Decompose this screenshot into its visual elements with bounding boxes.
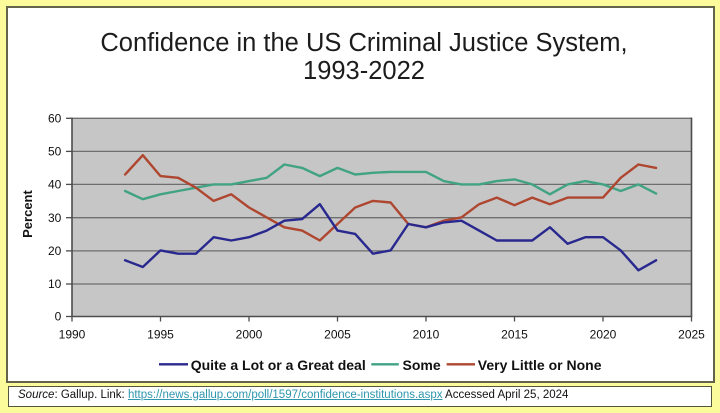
svg-text:20: 20	[48, 244, 62, 258]
svg-text:2005: 2005	[324, 327, 351, 341]
svg-text:2020: 2020	[590, 327, 617, 341]
svg-text:30: 30	[48, 211, 62, 225]
svg-text:Percent: Percent	[20, 189, 35, 237]
svg-text:2015: 2015	[501, 327, 528, 341]
svg-text:1995: 1995	[147, 327, 174, 341]
svg-text:Very Little or None: Very Little or None	[478, 357, 602, 373]
svg-text:Quite a Lot or a Great deal: Quite a Lot or a Great deal	[191, 357, 366, 373]
svg-text:50: 50	[48, 145, 62, 159]
svg-text:1990: 1990	[59, 327, 86, 341]
svg-text:0: 0	[55, 310, 62, 324]
svg-text:10: 10	[48, 277, 62, 291]
svg-text:60: 60	[48, 112, 62, 126]
svg-text:Some: Some	[403, 357, 441, 373]
svg-text:40: 40	[48, 178, 62, 192]
svg-text:2010: 2010	[413, 327, 440, 341]
svg-text:2025: 2025	[678, 327, 705, 341]
svg-text:2000: 2000	[236, 327, 263, 341]
